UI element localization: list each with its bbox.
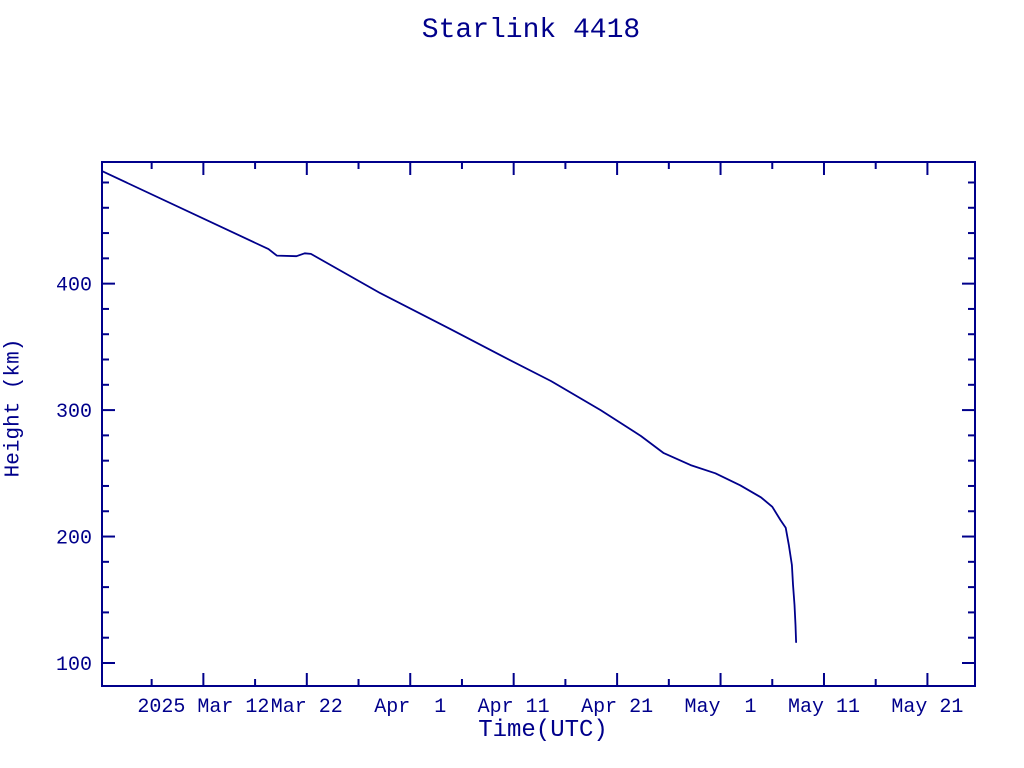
tick-labels: 2025 Mar 12 Mar 22 Apr 1 Apr 11 Apr 21 May 1 M… [56,275,963,719]
x-tick-label: 2025 Mar 12 [137,696,269,719]
x-tick-label: Apr 21 [581,696,653,719]
x-axis-title: Time(UTC) [478,717,608,744]
y-tick-label: 100 [56,654,92,677]
axes-box [101,161,976,687]
x-tick-label: Apr 1 [374,696,446,719]
x-tick-label: May 1 [685,696,757,719]
y-tick-label: 200 [56,528,92,551]
x-tick-label: May 11 [788,696,860,719]
y-tick-label: 300 [56,401,92,424]
x-tick-label: May 21 [891,696,963,719]
y-tick-label: 400 [56,275,92,298]
axis-ticks [102,162,975,686]
chart-title: Starlink 4418 [421,15,641,46]
x-tick-label: Apr 11 [478,696,550,719]
x-tick-label: Mar 22 [271,696,343,719]
height-decay-curve [101,170,797,643]
